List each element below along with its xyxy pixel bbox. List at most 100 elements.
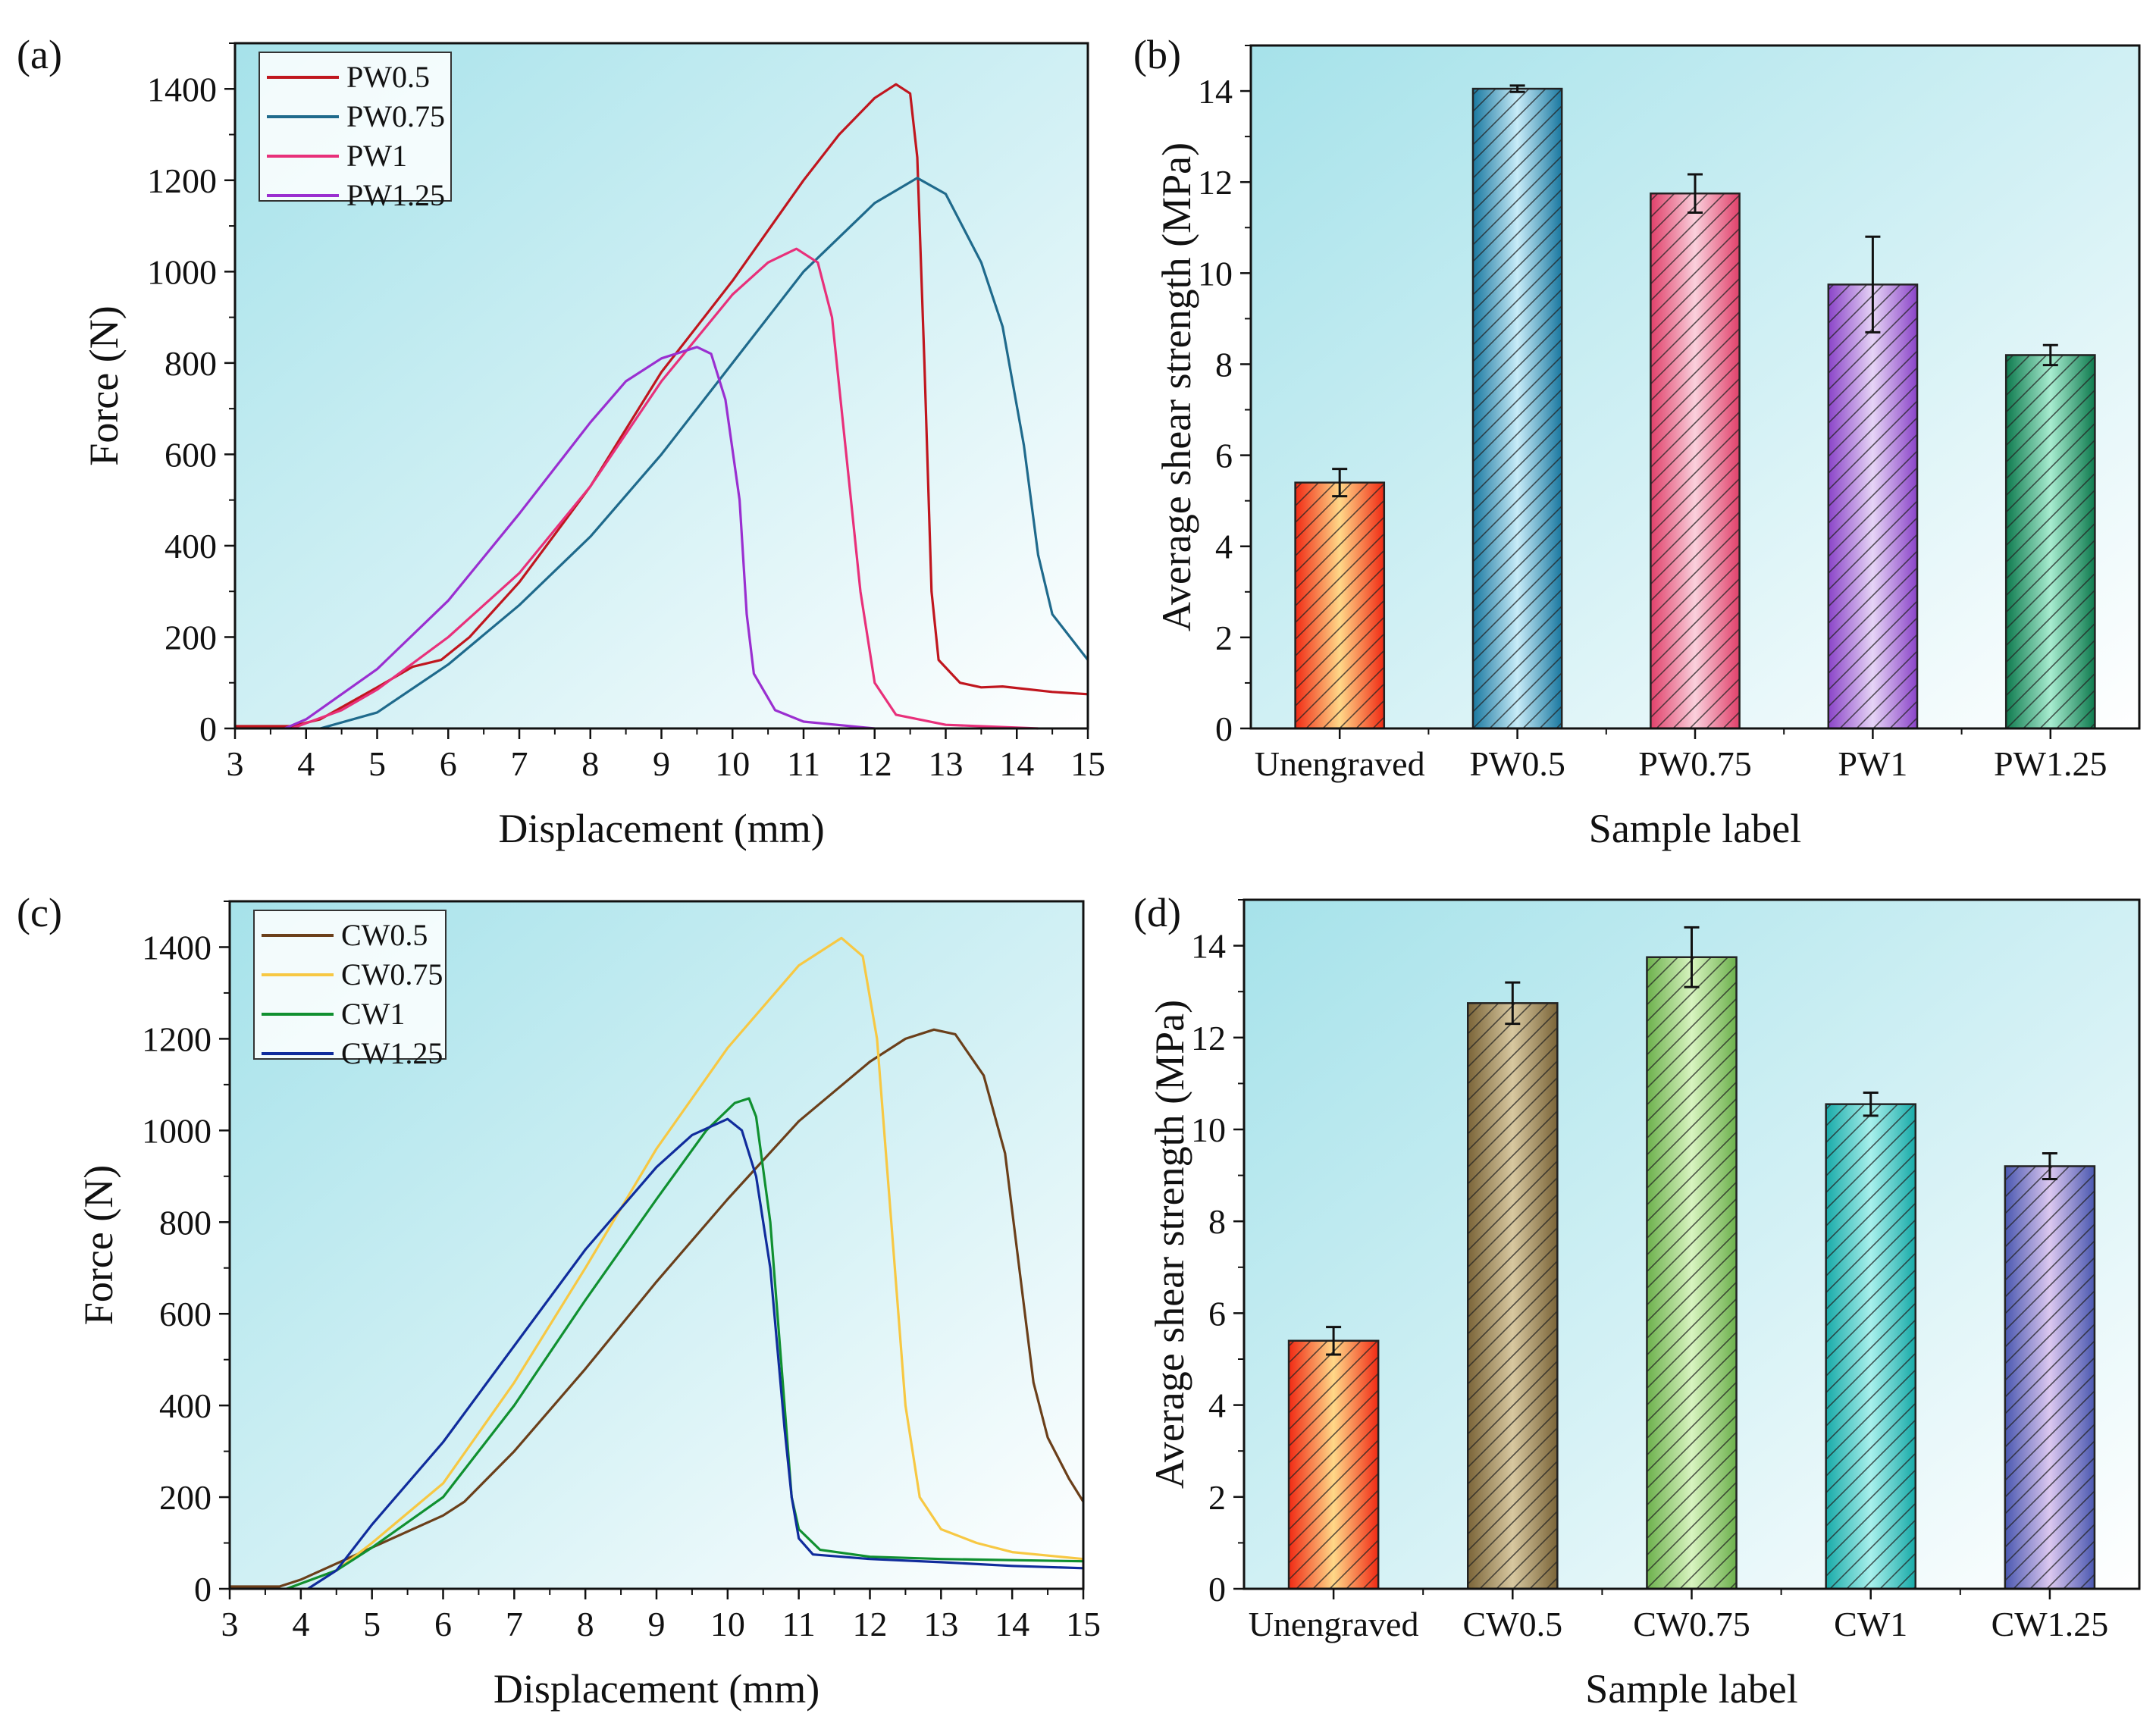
y-tick-label: 2 [1208, 1478, 1226, 1517]
x-tick-label: 7 [506, 1605, 523, 1643]
y-tick-label: 14 [1198, 72, 1233, 111]
bar-hatch [1468, 1003, 1558, 1589]
y-tick-label: 4 [1208, 1386, 1226, 1425]
y-tick-label: 6 [1208, 1294, 1226, 1333]
legend-label: CW0.5 [341, 918, 428, 952]
x-tick-label: PW1 [1838, 744, 1907, 783]
y-tick-label: 4 [1215, 528, 1233, 566]
y-tick-label: 1400 [147, 70, 217, 108]
series-line-CW0.75 [286, 936, 1084, 1590]
x-tick-label: 10 [710, 1605, 745, 1643]
y-tick-label: 12 [1191, 1019, 1226, 1057]
x-axis-label: Displacement (mm) [498, 806, 824, 851]
x-tick-label: 11 [787, 744, 820, 783]
legend-label: PW1.25 [346, 178, 445, 212]
plot-frame [1243, 898, 2141, 1590]
panel-c: (c) 3 4 5 6 7 8 9 10 11 12 13 14 15 CW0.5 CW0.75 CW1 CW1.… [17, 890, 1101, 1712]
plot-frame [233, 42, 1089, 730]
y-tick-label: 10 [1198, 254, 1233, 293]
y-tick-label: 8 [1215, 345, 1233, 384]
x-tick-label: CW0.5 [1462, 1605, 1562, 1643]
panel-d: (d) Unengraved CW0.5 CW0.75 CW1 CW1.25 0 2 4 6 8 10… [1133, 890, 2141, 1712]
y-tick-label: 1000 [147, 252, 217, 291]
x-tick-label: 12 [857, 744, 892, 783]
bar-hatch [1295, 482, 1384, 728]
x-axis-label: Sample label [1589, 806, 1801, 851]
x-tick-label: 13 [923, 1605, 958, 1643]
legend-label: PW1 [346, 139, 407, 173]
x-tick-label: 4 [292, 1605, 309, 1643]
y-tick-label: 600 [159, 1295, 212, 1333]
x-tick-label: 9 [648, 1605, 666, 1643]
y-tick-label: 10 [1191, 1110, 1226, 1149]
x-tick-label: CW1 [1834, 1605, 1907, 1643]
series-line-PW1.25 [284, 346, 875, 730]
y-tick-label: 1200 [147, 161, 217, 200]
x-tick-label: 12 [853, 1605, 888, 1643]
legend-label: PW0.5 [346, 60, 430, 94]
plot-frame [1249, 44, 2141, 730]
panel-b: (b) Unengraved PW0.5 PW0.75 PW1 PW1.25 0 2 4 6 8 10… [1133, 32, 2141, 851]
y-axis-label: Average shear strength (MPa) [1147, 1000, 1192, 1489]
x-tick-label: Unengraved [1249, 1605, 1419, 1643]
panel-label: (b) [1133, 32, 1181, 77]
x-tick-label: 14 [995, 1605, 1029, 1643]
y-tick-label: 8 [1208, 1202, 1226, 1241]
x-axis-label: Displacement (mm) [494, 1666, 819, 1712]
x-tick-label: 4 [297, 744, 315, 783]
bar-hatch [1647, 957, 1737, 1589]
x-tick-label: 15 [1070, 744, 1105, 783]
x-tick-label: 8 [577, 1605, 594, 1643]
x-tick-label: 5 [363, 1605, 381, 1643]
y-axis-label: Force (N) [76, 1165, 121, 1325]
x-tick-label: 13 [929, 744, 964, 783]
x-tick-label: 10 [715, 744, 750, 783]
bar-hatch [2006, 355, 2095, 728]
x-tick-label: CW1.25 [1991, 1605, 2109, 1643]
y-tick-label: 400 [165, 527, 217, 565]
y-tick-label: 1200 [142, 1020, 212, 1058]
legend-label: CW1.25 [341, 1036, 443, 1070]
panel-label: (a) [17, 32, 62, 77]
y-tick-label: 0 [1215, 710, 1233, 748]
y-tick-label: 2 [1215, 619, 1233, 657]
x-tick-label: 5 [368, 744, 386, 783]
y-tick-label: 0 [194, 1570, 212, 1609]
bar-hatch [1650, 193, 1740, 728]
y-tick-label: 800 [159, 1203, 212, 1242]
legend-label: CW0.75 [341, 957, 443, 991]
bar-hatch [1289, 1340, 1379, 1589]
bar-hatch [1828, 284, 1917, 729]
y-tick-label: 600 [165, 435, 217, 474]
panel-label: (c) [17, 890, 62, 935]
x-tick-label: Unengraved [1255, 744, 1425, 783]
x-tick-label: PW0.5 [1469, 744, 1565, 783]
y-tick-label: 14 [1191, 927, 1226, 966]
y-tick-label: 0 [199, 710, 217, 748]
legend-label: CW1 [341, 997, 405, 1031]
x-tick-label: CW0.75 [1633, 1605, 1750, 1643]
legend-label: PW0.75 [346, 99, 445, 133]
series-line-CW0.5 [230, 1028, 1085, 1588]
x-tick-label: 6 [440, 744, 457, 783]
legend: CW0.5 CW0.75 CW1 CW1.25 [253, 910, 447, 1070]
x-tick-label: 7 [511, 744, 528, 783]
y-tick-label: 800 [165, 344, 217, 383]
x-tick-label: 6 [434, 1605, 452, 1643]
x-tick-label: 15 [1066, 1605, 1101, 1643]
y-tick-label: 12 [1198, 163, 1233, 202]
x-tick-label: PW1.25 [1994, 744, 2107, 783]
bar-hatch [2004, 1166, 2095, 1589]
y-tick-label: 200 [159, 1478, 212, 1517]
x-tick-label: 11 [782, 1605, 816, 1643]
bar-hatch [1825, 1104, 1916, 1589]
x-tick-label: 3 [221, 1605, 239, 1643]
y-tick-label: 1400 [142, 928, 212, 966]
y-axis-label: Force (N) [81, 305, 127, 465]
x-tick-label: 3 [227, 744, 244, 783]
legend: PW0.5 PW0.75 PW1 PW1.25 [259, 52, 452, 212]
y-tick-label: 1000 [142, 1111, 212, 1150]
x-tick-label: 8 [581, 744, 599, 783]
x-tick-label: 14 [999, 744, 1034, 783]
